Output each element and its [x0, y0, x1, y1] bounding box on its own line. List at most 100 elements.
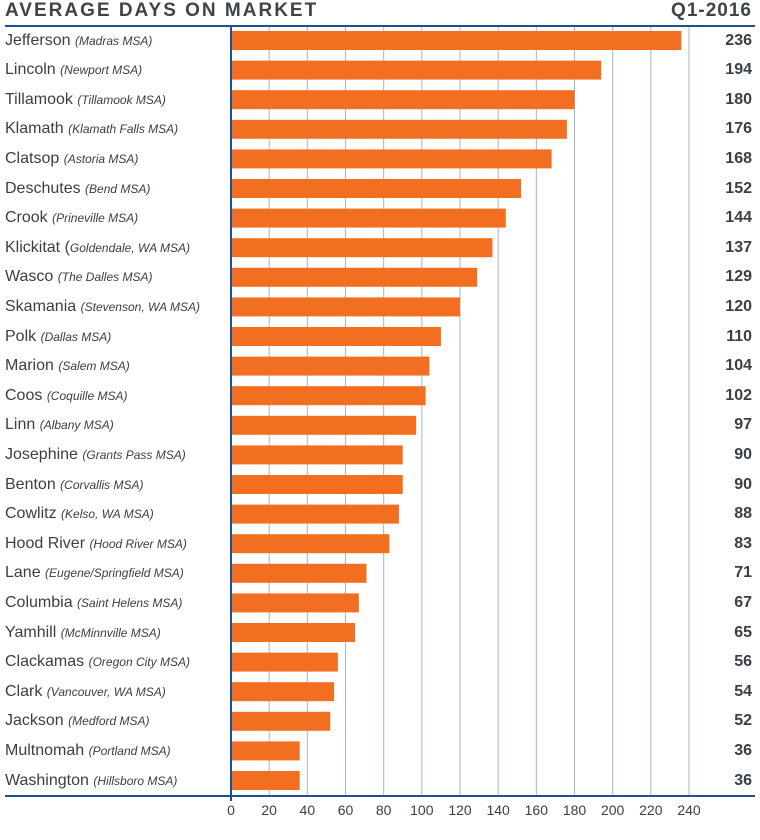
- data-label: 176: [725, 118, 752, 140]
- county-name: Clackamas: [5, 653, 84, 670]
- row-label: Josephine (Grants Pass MSA): [5, 444, 186, 466]
- bar: [232, 297, 460, 316]
- msa-name: (Albany MSA): [40, 418, 114, 432]
- county-name: Marion: [5, 357, 54, 374]
- bar: [232, 475, 403, 494]
- county-name: Benton: [5, 476, 56, 493]
- x-tick-label: 60: [326, 802, 366, 818]
- msa-name: (Tillamook MSA): [77, 93, 166, 107]
- x-tick-label: 200: [593, 802, 633, 818]
- county-name: Klickitat (: [5, 239, 70, 256]
- county-name: Columbia: [5, 594, 73, 611]
- bar: [232, 120, 567, 139]
- bar: [232, 386, 426, 405]
- bar: [232, 327, 441, 346]
- x-tick-label: 240: [669, 802, 709, 818]
- x-tick-label: 0: [211, 802, 251, 818]
- msa-name: (Astoria MSA): [64, 152, 139, 166]
- bar: [232, 771, 300, 790]
- row-label: Polk (Dallas MSA): [5, 326, 111, 348]
- row-label: Marion (Salem MSA): [5, 355, 130, 377]
- county-name: Tillamook: [5, 91, 73, 108]
- msa-name: (McMinnville MSA): [61, 626, 161, 640]
- bar: [232, 416, 416, 435]
- row-label: Skamania (Stevenson, WA MSA): [5, 296, 200, 318]
- bar: [232, 534, 389, 553]
- county-name: Linn: [5, 416, 35, 433]
- row-label: Benton (Corvallis MSA): [5, 474, 144, 496]
- data-label: 144: [725, 207, 752, 229]
- x-tick-label: 220: [631, 802, 671, 818]
- msa-name: (Stevenson, WA MSA): [81, 300, 200, 314]
- msa-name: Goldendale, WA MSA): [70, 241, 190, 255]
- row-label: Columbia (Saint Helens MSA): [5, 592, 182, 614]
- data-label: 83: [734, 533, 752, 555]
- bar: [232, 712, 330, 731]
- data-label: 194: [725, 59, 752, 81]
- data-label: 97: [734, 414, 752, 436]
- row-label: Lincoln (Newport MSA): [5, 59, 142, 81]
- msa-name: (Hillsboro MSA): [93, 774, 177, 788]
- county-name: Jackson: [5, 712, 64, 729]
- bar: [232, 445, 403, 464]
- row-label: Klickitat (Goldendale, WA MSA): [5, 237, 190, 259]
- data-label: 71: [734, 562, 752, 584]
- x-tick-label: 80: [364, 802, 404, 818]
- data-label: 236: [725, 30, 752, 52]
- bar: [232, 357, 429, 376]
- data-label: 137: [725, 237, 752, 259]
- msa-name: (Dallas MSA): [41, 330, 112, 344]
- x-tick-label: 140: [478, 802, 518, 818]
- data-label: 36: [734, 770, 752, 792]
- data-label: 52: [734, 710, 752, 732]
- row-label: Tillamook (Tillamook MSA): [5, 89, 166, 111]
- x-tick-label: 20: [249, 802, 289, 818]
- county-name: Washington: [5, 772, 89, 789]
- row-label: Cowlitz (Kelso, WA MSA): [5, 503, 154, 525]
- data-label: 90: [734, 444, 752, 466]
- data-label: 110: [726, 326, 752, 348]
- county-name: Lane: [5, 564, 41, 581]
- row-label: Clackamas (Oregon City MSA): [5, 651, 190, 673]
- data-label: 180: [725, 89, 752, 111]
- x-tick-label: 120: [440, 802, 480, 818]
- msa-name: (Vancouver, WA MSA): [47, 685, 166, 699]
- data-label: 90: [734, 474, 752, 496]
- bar: [232, 149, 552, 168]
- county-name: Coos: [5, 387, 42, 404]
- row-label: Yamhill (McMinnville MSA): [5, 622, 161, 644]
- bar: [232, 61, 601, 80]
- msa-name: (Newport MSA): [60, 63, 142, 77]
- bar: [232, 564, 366, 583]
- data-label: 56: [734, 651, 752, 673]
- data-label: 168: [725, 148, 752, 170]
- row-label: Lane (Eugene/Springfield MSA): [5, 562, 184, 584]
- county-name: Lincoln: [5, 61, 56, 78]
- row-label: Clark (Vancouver, WA MSA): [5, 681, 166, 703]
- data-label: 104: [725, 355, 752, 377]
- msa-name: (Medford MSA): [68, 714, 149, 728]
- bar: [232, 31, 681, 50]
- county-name: Cowlitz: [5, 505, 57, 522]
- row-label: Coos (Coquille MSA): [5, 385, 128, 407]
- county-name: Jefferson: [5, 32, 71, 49]
- x-tick-label: 40: [287, 802, 327, 818]
- row-label: Wasco (The Dalles MSA): [5, 266, 152, 288]
- msa-name: (Grants Pass MSA): [82, 448, 185, 462]
- data-label: 36: [734, 740, 752, 762]
- county-name: Yamhill: [5, 624, 56, 641]
- msa-name: (Salem MSA): [58, 359, 129, 373]
- bar: [232, 682, 334, 701]
- county-name: Wasco: [5, 268, 53, 285]
- msa-name: (Madras MSA): [75, 34, 152, 48]
- data-label: 54: [734, 681, 752, 703]
- data-label: 129: [725, 266, 752, 288]
- row-label: Deschutes (Bend MSA): [5, 178, 150, 200]
- msa-name: (Klamath Falls MSA): [68, 122, 178, 136]
- data-label: 67: [734, 592, 752, 614]
- bar: [232, 268, 477, 287]
- msa-name: (The Dalles MSA): [58, 270, 153, 284]
- row-label: Linn (Albany MSA): [5, 414, 114, 436]
- x-tick-label: 100: [402, 802, 442, 818]
- msa-name: (Portland MSA): [89, 744, 171, 758]
